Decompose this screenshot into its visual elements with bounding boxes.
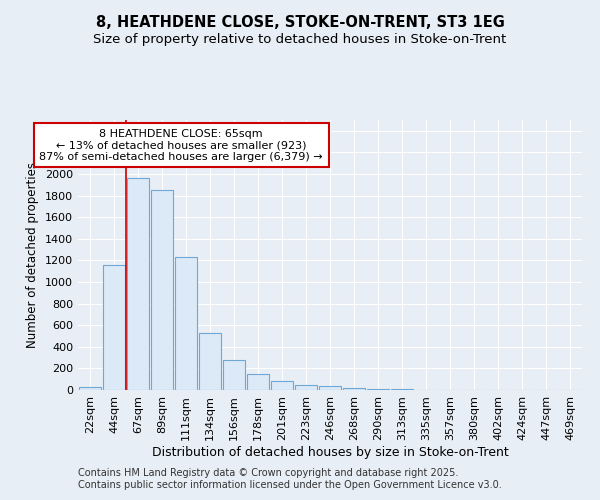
Bar xyxy=(79,387,101,390)
Bar xyxy=(199,334,221,390)
Bar xyxy=(319,386,341,390)
Bar xyxy=(103,264,125,390)
Bar xyxy=(247,374,269,390)
Text: 8 HEATHDENE CLOSE: 65sqm
← 13% of detached houses are smaller (923)
87% of semi-: 8 HEATHDENE CLOSE: 65sqm ← 13% of detach… xyxy=(40,128,323,162)
X-axis label: Distribution of detached houses by size in Stoke-on-Trent: Distribution of detached houses by size … xyxy=(152,446,508,458)
Text: Contains HM Land Registry data © Crown copyright and database right 2025.: Contains HM Land Registry data © Crown c… xyxy=(78,468,458,477)
Bar xyxy=(271,381,293,390)
Text: Contains public sector information licensed under the Open Government Licence v3: Contains public sector information licen… xyxy=(78,480,502,490)
Text: Size of property relative to detached houses in Stoke-on-Trent: Size of property relative to detached ho… xyxy=(94,32,506,46)
Bar xyxy=(343,388,365,390)
Text: 8, HEATHDENE CLOSE, STOKE-ON-TRENT, ST3 1EG: 8, HEATHDENE CLOSE, STOKE-ON-TRENT, ST3 … xyxy=(95,15,505,30)
Bar xyxy=(175,257,197,390)
Bar xyxy=(223,360,245,390)
Y-axis label: Number of detached properties: Number of detached properties xyxy=(26,162,40,348)
Bar xyxy=(127,178,149,390)
Bar xyxy=(151,190,173,390)
Bar xyxy=(295,384,317,390)
